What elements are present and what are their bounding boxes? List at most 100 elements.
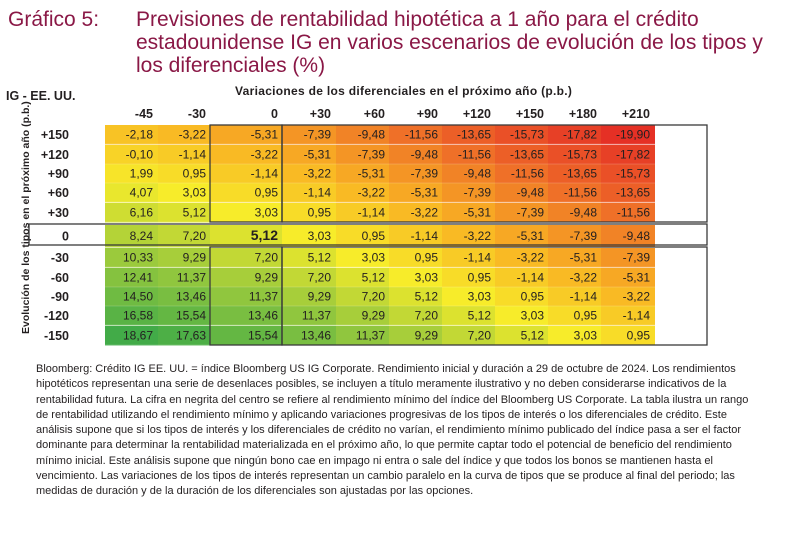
heatmap-value: 3,03 [362,251,386,265]
heatmap-cell [548,164,602,184]
heatmap-cell [601,326,655,346]
heatmap-value: -15,73 [563,148,597,162]
title-text: Previsiones de rentabilidad hipotética a… [136,8,763,77]
heatmap-cell [158,268,211,288]
heatmap-cell [158,287,211,307]
heatmap-cell [105,183,158,203]
heatmap-value: 0,95 [468,271,492,285]
heatmap-cell [105,145,158,165]
heatmap-cell [105,125,158,145]
heatmap-cell [601,164,655,184]
heatmap-value: 12,41 [123,271,153,285]
heatmap-cell [389,326,443,346]
heatmap-value: -7,39 [358,148,386,162]
heatmap-cell [158,306,211,326]
heatmap-cell [389,125,443,145]
heatmap-cell [495,164,549,184]
heatmap-value: -7,39 [570,229,598,243]
x-axis-label: Variaciones de los diferenciales en el p… [235,84,573,98]
heatmap-cell [442,268,496,288]
title-prefix: Gráfico 5: [8,8,100,31]
heatmap-cell [210,225,283,248]
heatmap-value: 7,20 [183,229,207,243]
heatmap-value: 8,24 [130,229,154,243]
heatmap-cell [601,183,655,203]
heatmap-cell [548,268,602,288]
heatmap-value: 9,29 [255,271,279,285]
heatmap-cell [210,306,283,326]
heatmap-cell [282,287,336,307]
heatmap-value: 1,99 [130,167,154,181]
heatmap-value: -5,31 [304,148,332,162]
heatmap-cell [495,306,549,326]
heatmap-cell [105,248,158,268]
x-tick-label: +210 [622,107,650,121]
x-tick-label: +30 [310,107,331,121]
y-tick-label: +120 [41,148,69,162]
y-tick-label: -150 [44,329,69,343]
frame-rates-down-spreads-up [281,246,708,346]
heatmap-value: -17,82 [563,128,597,142]
y-tick-label: +150 [41,128,69,142]
heatmap-value: -13,65 [457,128,491,142]
heatmap-value: 5,12 [362,271,386,285]
heatmap-cell [210,164,283,184]
heatmap-value: 5,12 [468,309,492,323]
heatmap-cell [442,225,496,248]
heatmap-value: 6,16 [130,206,154,220]
heatmap-value: 0,95 [362,229,386,243]
heatmap-value: -3,22 [464,229,492,243]
heatmap-cell [105,225,158,248]
heatmap-cell [389,248,443,268]
heatmap-value: 9,29 [362,309,386,323]
heatmap-cell [548,183,602,203]
heatmap-cell [442,183,496,203]
heatmap-value: -9,48 [517,186,545,200]
heatmap-cell [336,203,390,223]
heatmap-cell [601,268,655,288]
heatmap-cell [495,287,549,307]
y-tick-label: +60 [48,186,69,200]
heatmap-value: 17,63 [176,329,206,343]
heatmap-value: 10,33 [123,251,153,265]
heatmap-value: 11,37 [177,271,206,285]
heatmap-value: 4,07 [130,186,154,200]
heatmap-cell [105,326,158,346]
heatmap-cell [601,125,655,145]
heatmap-value: 15,54 [176,309,206,323]
heatmap-value: -11,56 [511,167,544,181]
heatmap-cell [282,248,336,268]
heatmap-cell [389,164,443,184]
heatmap-cell [601,306,655,326]
heatmap-value: 0,95 [308,206,332,220]
heatmap-value: 3,03 [574,329,598,343]
heatmap-value: -1,14 [411,229,439,243]
heatmap-cell [282,268,336,288]
heatmap-value: -3,22 [304,167,332,181]
heatmap-cell [282,183,336,203]
heatmap-cell [210,248,283,268]
heatmap-cell [210,183,283,203]
heatmap-cell [105,306,158,326]
region-label: IG - EE. UU. [6,89,76,103]
heatmap-value: -9,48 [411,148,439,162]
footnote: Bloomberg: Crédito IG EE. UU. = índice B… [36,363,749,498]
heatmap-value: 0,95 [415,251,439,265]
heatmap-value: 5,12 [308,251,332,265]
heatmap-cell [442,326,496,346]
heatmap-value: 7,20 [362,290,386,304]
heatmap-value: -9,48 [623,229,651,243]
heatmap-cell [158,183,211,203]
y-tick-label: -60 [51,271,69,285]
heatmap-cell [495,248,549,268]
heatmap-value: 3,03 [521,309,545,323]
heatmap-value: 9,29 [183,251,207,265]
heatmap-value: 5,12 [521,329,545,343]
heatmap-value: -3,22 [517,251,545,265]
heatmap-cell [389,145,443,165]
heatmap-value: -7,39 [411,167,439,181]
heatmap-value: 15,54 [248,329,278,343]
heatmap-value: -17,82 [616,148,650,162]
heatmap-value-highlight: 5,12 [251,227,278,243]
heatmap-value: 13,46 [248,309,278,323]
